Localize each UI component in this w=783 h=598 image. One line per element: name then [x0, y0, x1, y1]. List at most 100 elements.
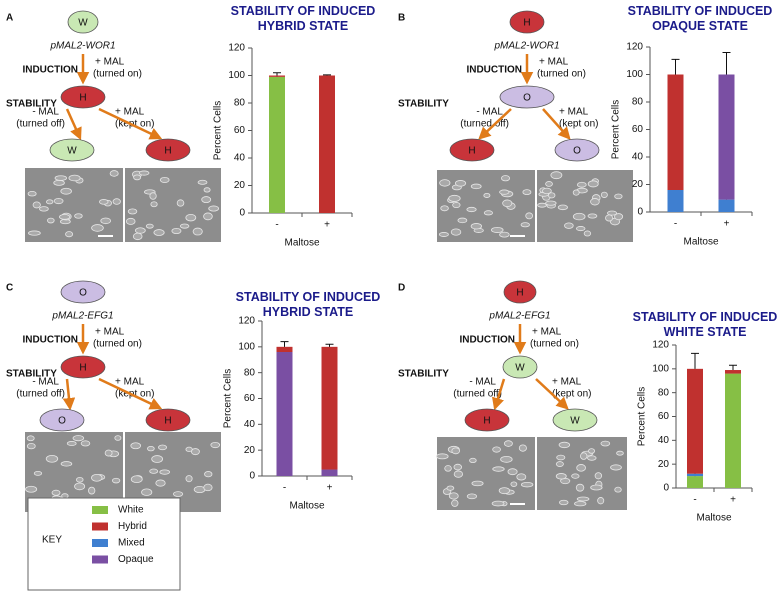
cell	[583, 230, 592, 237]
x-tick-label: +	[724, 219, 730, 230]
off-arrow	[62, 378, 76, 411]
cell	[448, 194, 461, 202]
cell	[499, 189, 510, 195]
cell	[32, 201, 41, 209]
cell	[112, 198, 121, 205]
cell	[572, 189, 580, 196]
cell	[450, 228, 462, 236]
cell	[33, 470, 43, 476]
cell	[132, 232, 143, 241]
error-bar	[691, 352, 699, 369]
cell	[27, 190, 37, 197]
cell	[201, 196, 212, 204]
cell	[451, 447, 461, 455]
key-label: Hybrid	[118, 521, 147, 532]
cell	[111, 477, 121, 484]
cell	[60, 187, 72, 195]
bar-segment	[667, 190, 684, 212]
state-oval	[509, 10, 545, 34]
cell	[597, 497, 605, 505]
cell	[520, 481, 534, 488]
cell	[66, 441, 77, 446]
state-label: H	[79, 93, 86, 104]
cell	[471, 480, 484, 487]
cell	[159, 176, 170, 184]
cell	[587, 213, 598, 219]
chart-title: STABILITY OF INDUCED WHITE STATE	[632, 310, 778, 339]
x-tick-label: -	[693, 495, 696, 506]
state-oval	[145, 138, 191, 162]
cell	[483, 210, 493, 216]
chart-title: STABILITY OF INDUCED HYBRID STATE	[235, 290, 381, 319]
cell	[74, 482, 86, 491]
cell	[149, 192, 157, 200]
induction-condition: + MAL	[95, 327, 125, 338]
cell	[558, 441, 571, 449]
induction-note: (turned on)	[93, 69, 142, 80]
on-note: (kept on)	[552, 389, 591, 400]
cell	[550, 171, 563, 180]
bar-segment	[276, 352, 293, 476]
cell	[440, 205, 449, 212]
y-tick-label: 60	[244, 393, 256, 404]
y-tick-label: 0	[663, 483, 669, 494]
panel-letter: C	[6, 283, 13, 294]
y-axis-label: Percent Cells	[637, 387, 648, 446]
error-bar	[325, 343, 334, 347]
cell	[204, 471, 213, 478]
y-tick-label: 20	[244, 445, 256, 456]
cell	[51, 489, 61, 496]
cell	[454, 180, 467, 187]
cell	[571, 473, 580, 479]
y-tick-label: 0	[249, 471, 255, 482]
bar-segment	[718, 74, 735, 200]
bar-segment	[725, 373, 741, 488]
cell	[127, 208, 138, 215]
state-oval	[67, 10, 99, 34]
y-tick-label: 100	[626, 69, 643, 80]
off-arrow	[491, 378, 506, 411]
state-label: O	[523, 93, 531, 104]
cell	[76, 476, 84, 483]
cell	[109, 170, 119, 177]
cell	[605, 214, 614, 222]
cell	[607, 210, 618, 216]
cell	[587, 455, 597, 461]
cell	[53, 179, 65, 186]
cell	[203, 212, 213, 221]
cell	[610, 464, 622, 471]
cell	[525, 212, 534, 220]
bar-segment	[321, 346, 338, 470]
cell	[600, 191, 608, 198]
key-swatch	[92, 555, 108, 564]
key-label: Opaque	[118, 554, 154, 565]
cell	[564, 222, 574, 229]
state-oval	[464, 408, 510, 432]
cell	[576, 181, 587, 188]
cell	[498, 487, 510, 495]
cell	[587, 180, 599, 188]
cell	[130, 442, 142, 450]
off-condition: - MAL	[469, 377, 496, 388]
bar-segment	[667, 74, 684, 190]
cell	[555, 473, 567, 480]
cell	[72, 435, 85, 442]
cell	[448, 492, 459, 500]
induction-note: (turned on)	[537, 69, 586, 80]
cell	[503, 440, 513, 447]
y-tick-label: 40	[658, 435, 670, 446]
cell	[53, 197, 64, 205]
key-swatch	[92, 539, 108, 547]
bar-segment	[269, 76, 285, 213]
cell	[469, 457, 477, 464]
cell	[47, 217, 55, 224]
cell	[172, 491, 184, 497]
bar-segment	[687, 473, 703, 477]
induction-label: INDUCTION	[459, 335, 515, 346]
cell	[600, 440, 611, 447]
on-condition: + MAL	[115, 377, 145, 388]
cell	[125, 217, 136, 225]
cell	[158, 444, 168, 451]
